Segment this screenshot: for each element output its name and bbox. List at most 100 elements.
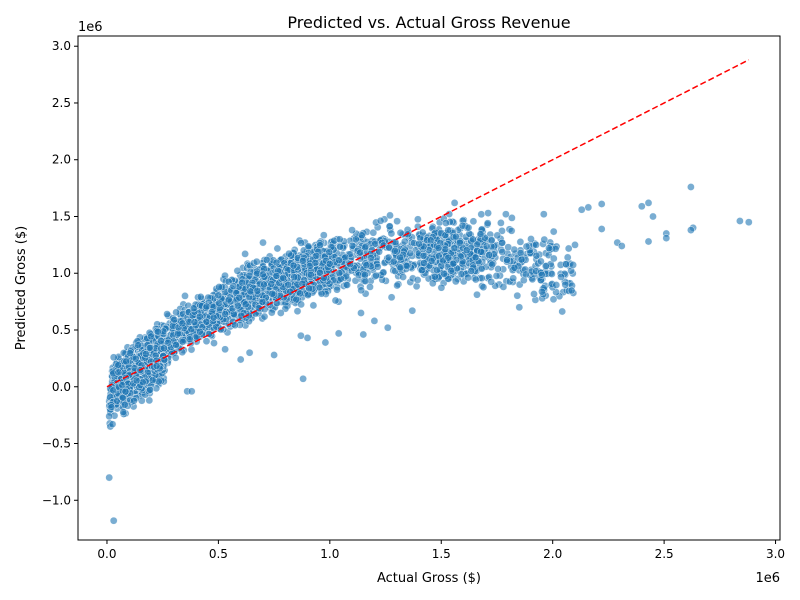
data-point	[492, 272, 501, 280]
data-point	[185, 335, 194, 344]
data-point	[236, 355, 245, 364]
data-point	[457, 270, 466, 278]
data-point	[190, 318, 199, 326]
data-point	[229, 282, 238, 290]
y-axis: −1.0 −0.5 0.0 0.5 1.0 1.5 2.0 2.5 3.0	[42, 39, 78, 507]
data-point	[231, 321, 239, 330]
data-point	[452, 232, 460, 241]
data-point	[262, 256, 271, 264]
data-point	[513, 291, 522, 300]
data-point	[160, 344, 168, 353]
y-tick-label: 2.0	[52, 153, 71, 167]
data-point	[649, 212, 657, 221]
data-point	[562, 260, 570, 269]
data-point	[299, 256, 307, 265]
data-point	[154, 327, 162, 336]
data-point	[215, 299, 223, 308]
data-point	[252, 257, 261, 266]
data-point	[373, 262, 382, 271]
data-point	[253, 286, 262, 295]
data-point	[376, 216, 385, 225]
data-point	[289, 261, 298, 270]
x-tick-label: 1.0	[320, 547, 339, 561]
data-point	[387, 293, 396, 302]
data-point	[516, 238, 525, 246]
data-point	[451, 277, 460, 286]
data-point	[548, 270, 556, 278]
y-tick-label: 3.0	[52, 39, 71, 53]
data-point	[532, 240, 540, 249]
data-point	[375, 247, 383, 256]
data-point	[369, 228, 378, 237]
data-point	[469, 235, 477, 244]
data-point	[233, 266, 242, 275]
data-point	[148, 376, 157, 385]
data-point	[428, 279, 437, 288]
data-point	[315, 283, 324, 292]
data-point	[584, 203, 593, 212]
data-point	[284, 280, 292, 289]
data-point	[303, 334, 312, 342]
data-point	[391, 238, 400, 247]
data-point	[414, 215, 422, 224]
data-point	[473, 290, 481, 299]
data-point	[498, 238, 506, 247]
y-tick-label: −0.5	[42, 437, 71, 451]
data-point	[114, 368, 123, 377]
data-point	[483, 219, 492, 228]
data-point	[334, 329, 343, 338]
data-point	[152, 362, 161, 370]
data-point	[551, 244, 560, 253]
data-point	[370, 317, 379, 325]
data-point	[450, 199, 459, 207]
data-point	[258, 270, 267, 279]
data-point	[522, 242, 531, 251]
data-point	[270, 351, 278, 359]
data-point	[181, 292, 189, 300]
data-point	[467, 267, 476, 275]
data-point	[296, 289, 304, 298]
data-point	[549, 295, 558, 304]
data-point	[455, 238, 464, 247]
data-point	[246, 287, 255, 296]
data-point	[502, 210, 510, 219]
data-point	[539, 210, 548, 219]
y-tick-label: 1.5	[52, 209, 71, 223]
x-tick-label: 2.0	[543, 547, 562, 561]
data-point	[494, 265, 502, 273]
plot-frame	[77, 35, 781, 541]
data-point	[121, 400, 129, 409]
data-point	[687, 226, 695, 234]
data-point	[507, 226, 516, 235]
data-point	[316, 241, 324, 250]
data-point	[279, 274, 287, 282]
data-point	[272, 271, 281, 280]
data-point	[119, 408, 128, 417]
data-point	[306, 270, 315, 279]
data-point	[146, 385, 154, 394]
data-point	[336, 242, 344, 251]
data-point	[537, 257, 545, 266]
data-point	[319, 231, 328, 240]
data-point	[426, 236, 435, 245]
data-point	[527, 235, 535, 243]
data-point	[444, 253, 453, 262]
data-point	[145, 396, 154, 405]
data-point	[325, 248, 334, 257]
data-point	[268, 289, 277, 298]
data-point	[366, 283, 374, 291]
data-point	[418, 266, 426, 275]
data-point	[386, 211, 394, 220]
data-point	[510, 263, 519, 272]
data-point	[321, 338, 330, 347]
data-point	[187, 387, 196, 396]
data-point	[393, 217, 401, 226]
data-point	[400, 237, 409, 246]
data-point	[238, 278, 247, 287]
data-point	[597, 200, 606, 208]
data-point	[493, 231, 502, 240]
data-point	[122, 357, 131, 366]
data-point	[333, 285, 341, 294]
data-point	[385, 222, 394, 231]
